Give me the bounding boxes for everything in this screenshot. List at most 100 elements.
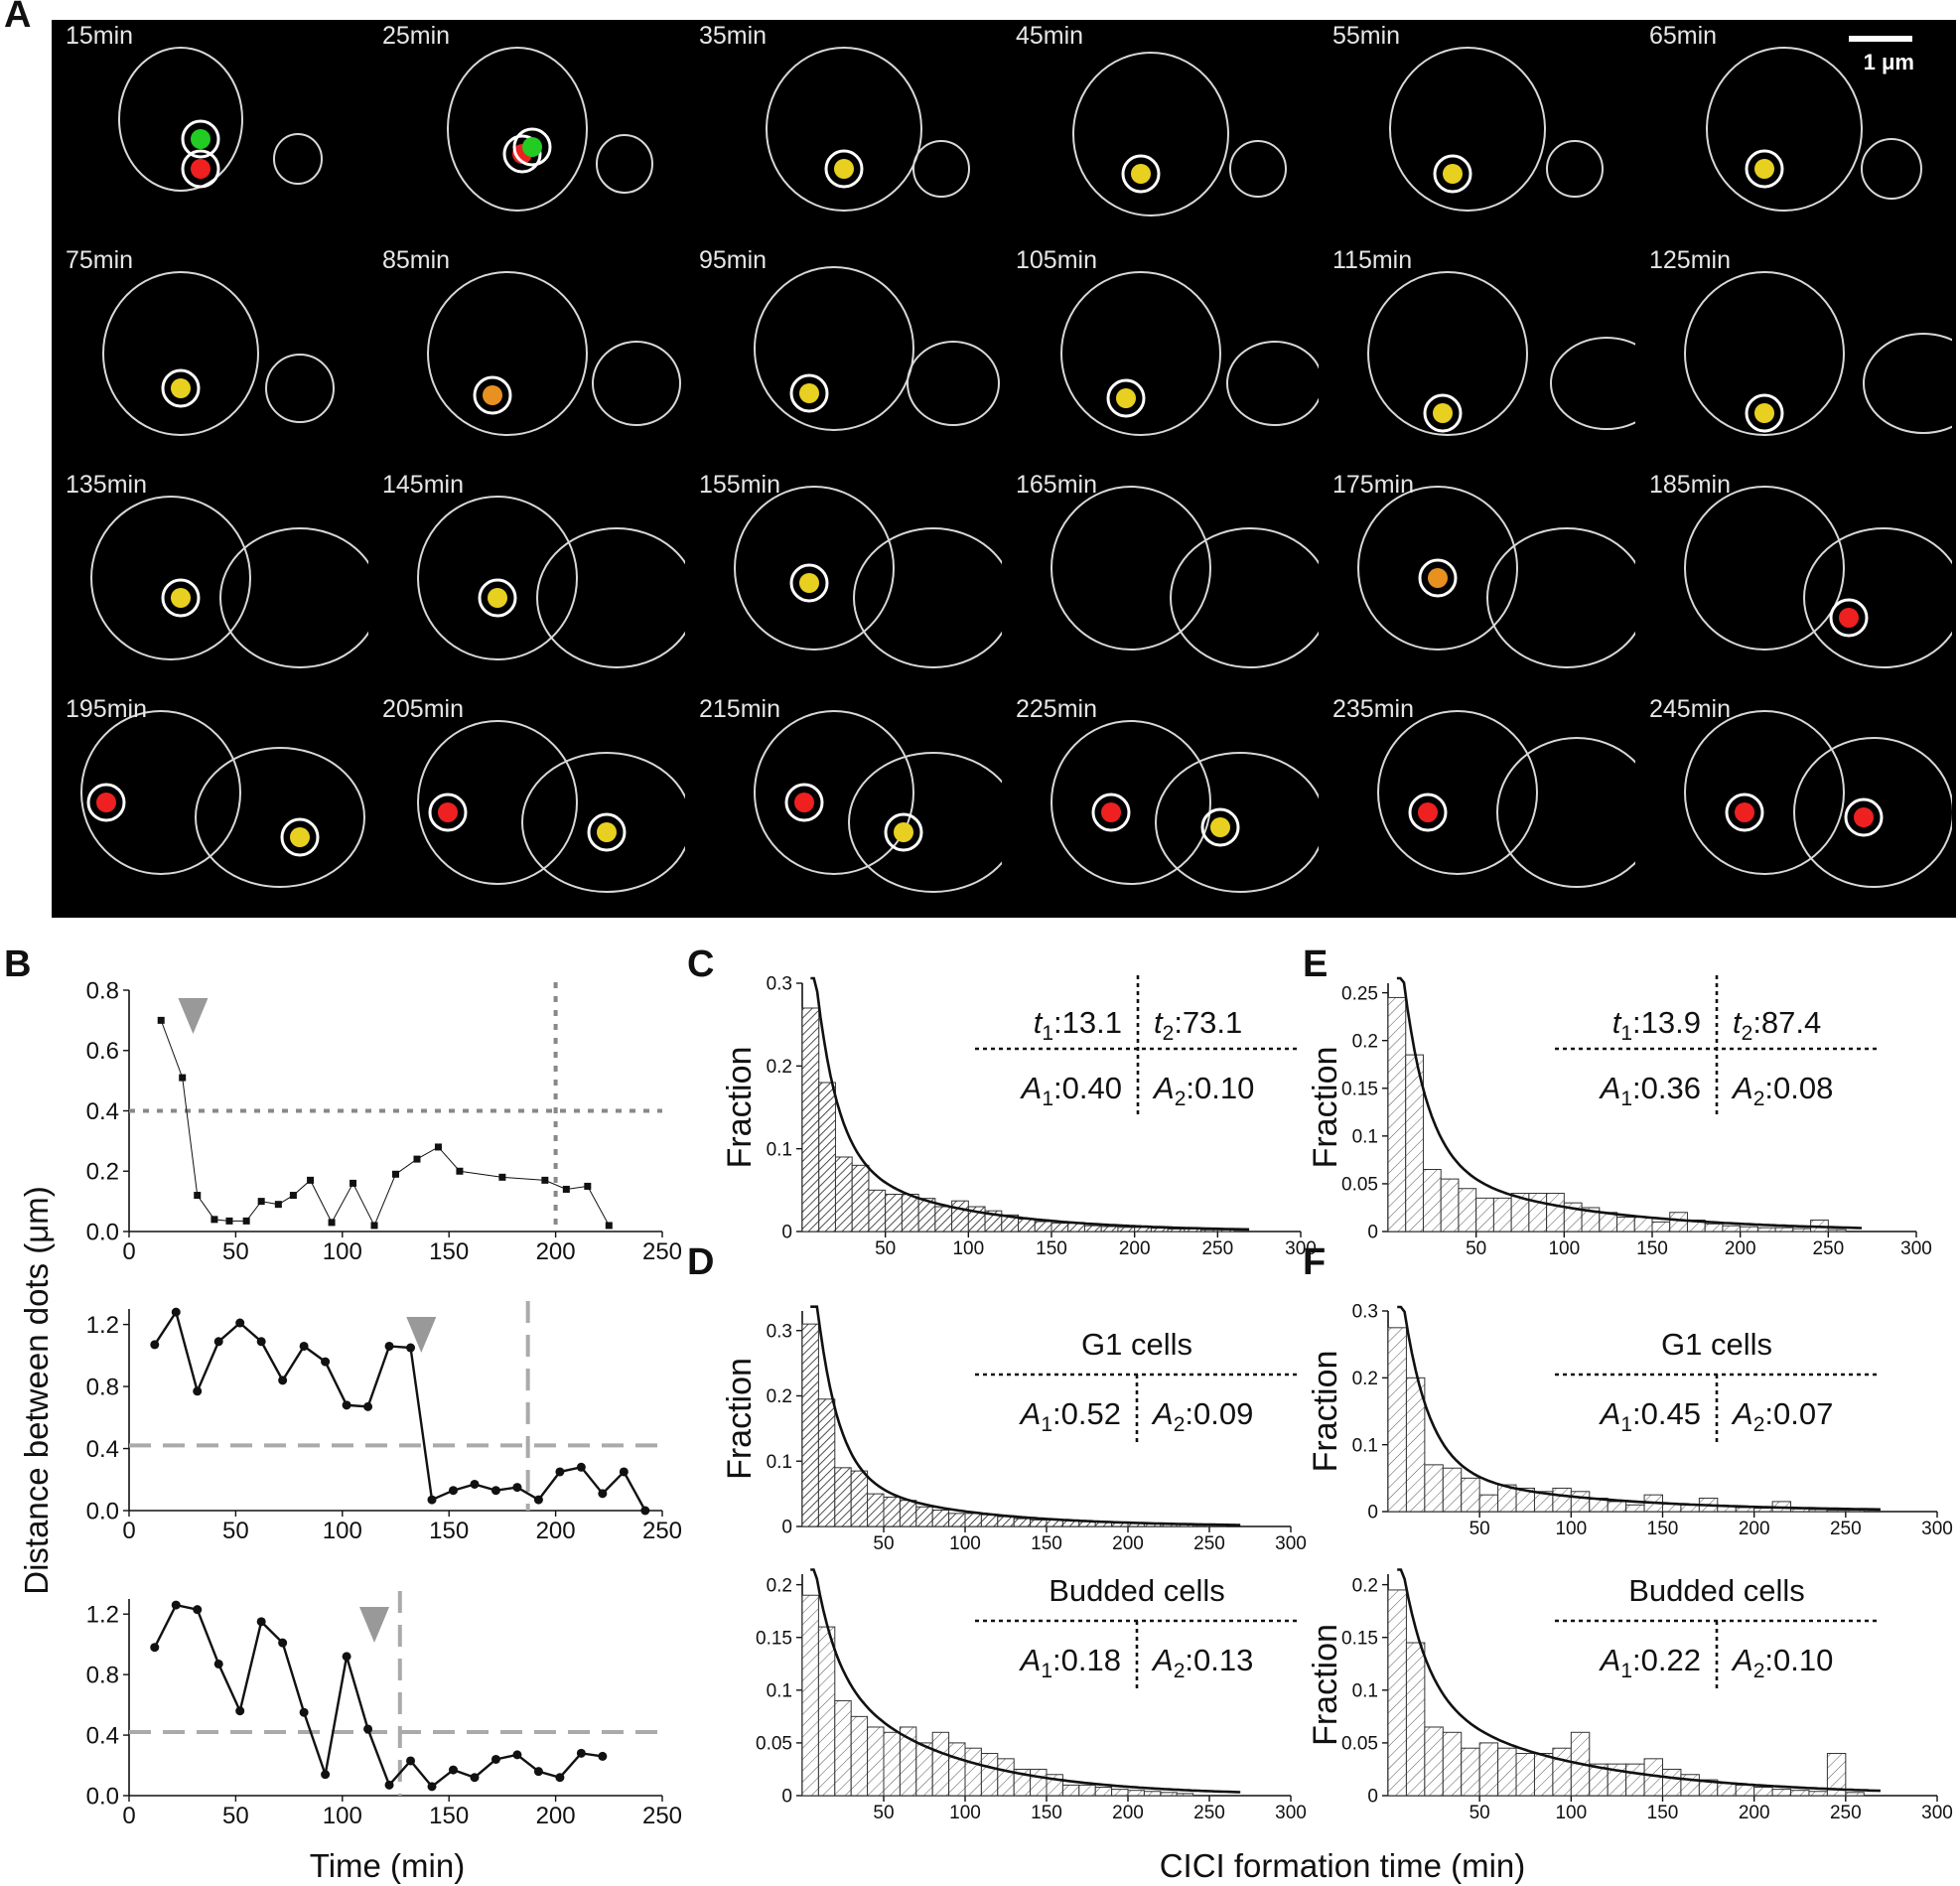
histogram-bar	[1826, 1510, 1847, 1513]
x-tick-label: 100	[949, 1533, 981, 1554]
table-cell: A1:0.52	[1019, 1396, 1121, 1436]
fluorescent-dot	[799, 383, 819, 403]
mother-cell-outline	[90, 496, 251, 660]
param-symbol: A	[1599, 1643, 1621, 1677]
fit-parameter-table: t1:13.9 t2:87.4A1:0.36 A2:0.08	[1555, 975, 1879, 1118]
histogram-bar	[1546, 1193, 1565, 1233]
bud-cell-outline	[1170, 527, 1319, 668]
dot-marker-ring	[1418, 558, 1458, 598]
x-tick-label: 50	[1470, 1803, 1490, 1823]
y-axis-label: Fraction	[721, 1047, 759, 1169]
histogram-bar	[1405, 1642, 1426, 1797]
dot-marker-ring	[1121, 154, 1161, 194]
x-tick-label: 300	[1900, 1238, 1932, 1259]
data-point	[434, 1143, 442, 1151]
y-tick-label: 0.3	[767, 974, 792, 995]
bud-cell-outline	[536, 527, 685, 668]
histogram-bar	[1790, 1790, 1810, 1797]
histogram-bar	[1792, 1228, 1812, 1233]
tile-time-label: 65min	[1649, 22, 1718, 50]
table-cell: A1:0.45	[1599, 1396, 1701, 1436]
data-point	[490, 1754, 500, 1764]
microscopy-tile: 175min	[1319, 469, 1635, 693]
mother-cell-outline	[1684, 271, 1845, 436]
microscopy-montage: 1 μm 15min 25min 35min 45min 55min 65min 75min…	[52, 20, 1956, 918]
panel-label-f: F	[1303, 1241, 1327, 1283]
dot-marker-ring	[512, 127, 552, 167]
data-point	[555, 1773, 565, 1783]
histogram-bar	[964, 1513, 982, 1527]
cell-outline-drawing	[1060, 271, 1319, 436]
param-symbol: A	[1019, 1643, 1042, 1677]
cell-outline-drawing	[1367, 271, 1635, 436]
histogram-bar	[817, 1626, 836, 1797]
tile-time-label: 245min	[1649, 695, 1731, 723]
mother-cell-outline	[80, 710, 241, 875]
y-tick-label: 0.2	[1352, 1369, 1378, 1389]
data-point	[179, 1074, 187, 1082]
data-point	[321, 1770, 331, 1780]
histogram-bar	[1117, 1227, 1136, 1233]
mother-cell-outline	[1367, 271, 1528, 436]
x-tick-label: 150	[1036, 1238, 1067, 1259]
histogram-bar	[1845, 1792, 1865, 1797]
bud-cell-outline	[1546, 140, 1604, 198]
dot-marker-ring	[1725, 793, 1764, 832]
histogram-bar	[1461, 1477, 1480, 1513]
mother-cell-outline	[754, 710, 914, 875]
bud-cell-outline	[596, 134, 653, 194]
bud-cell-outline	[1863, 333, 1952, 434]
bud-cell-outline	[1496, 737, 1635, 888]
param-subscript: 2	[1753, 1413, 1765, 1436]
fluorescent-dot	[488, 588, 507, 608]
histogram-bar	[1127, 1790, 1145, 1797]
histogram-bar	[850, 1470, 869, 1527]
fluorescent-dot	[799, 573, 819, 593]
histogram-bar	[931, 1731, 950, 1797]
param-subscript: 2	[1753, 1660, 1765, 1682]
x-tick-label: 0	[122, 1238, 135, 1265]
x-tick-label: 200	[1112, 1803, 1144, 1823]
param-value: :0.36	[1632, 1071, 1701, 1105]
y-tick-label: 0	[781, 1223, 792, 1243]
microscopy-tile: 35min	[685, 20, 1002, 244]
tile-time-label: 205min	[382, 695, 464, 723]
bud-cell-outline	[195, 747, 365, 888]
x-tick-label: 250	[1812, 1238, 1844, 1259]
histogram-bar	[1013, 1518, 1032, 1527]
histogram-bar	[1599, 1212, 1618, 1233]
histogram-bar	[1680, 1774, 1700, 1797]
tile-time-label: 25min	[382, 22, 451, 50]
histogram-bar	[1478, 1494, 1499, 1513]
fluorescent-dot	[171, 588, 191, 608]
cell-outline-drawing	[1357, 486, 1635, 668]
histogram-bar	[1570, 1491, 1591, 1513]
data-point	[470, 1773, 480, 1783]
param-subscript: 1	[1620, 1660, 1632, 1682]
histogram-bar	[948, 1742, 966, 1797]
chart-c: 50 100 150 200 250 300 0 0.1 0.2 0.3 Fraction	[721, 974, 1317, 1259]
data-point	[640, 1506, 650, 1516]
x-tick-label: 300	[1275, 1803, 1307, 1823]
arrowhead-marker	[178, 998, 209, 1034]
microscopy-tile: 195min	[52, 693, 368, 918]
bud-cell-outline	[848, 752, 1002, 893]
data-point	[342, 1652, 351, 1662]
data-point	[555, 1467, 565, 1477]
y-tick-label: 0.0	[86, 1498, 119, 1524]
histogram-bar	[1176, 1793, 1194, 1797]
cell-outline-drawing	[417, 496, 685, 668]
param-subscript: 1	[1620, 1413, 1632, 1436]
param-symbol: A	[1020, 1071, 1043, 1105]
histogram-bar	[1774, 1227, 1794, 1233]
y-axis-label: Fraction	[1307, 1047, 1344, 1169]
y-tick-label: 0.1	[1352, 1435, 1378, 1456]
cell-outline-drawing	[754, 266, 1000, 431]
tile-time-label: 145min	[382, 471, 464, 499]
fluorescent-dot	[483, 385, 502, 405]
dot-marker-ring	[86, 783, 126, 822]
table-cell: t2:73.1	[1154, 1005, 1242, 1045]
param-subscript: 2	[1163, 1022, 1175, 1045]
